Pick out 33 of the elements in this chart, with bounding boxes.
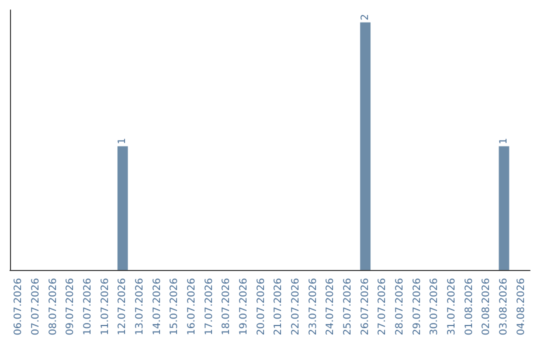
x-tick-label: 14.07.2026 xyxy=(152,278,163,336)
x-tick-label: 17.07.2026 xyxy=(204,278,215,336)
x-tick-label: 22.07.2026 xyxy=(290,278,302,336)
data-label: 1 xyxy=(117,138,128,144)
x-tick-label: 11.07.2026 xyxy=(100,278,111,336)
x-tick-label: 03.08.2026 xyxy=(498,278,510,336)
x-tick-label: 04.08.2026 xyxy=(516,278,527,336)
x-tick-label: 31.07.2026 xyxy=(446,278,458,336)
x-tick-label: 28.07.2026 xyxy=(394,278,406,336)
x-tick-label: 20.07.2026 xyxy=(256,278,267,336)
x-tick-label: 21.07.2026 xyxy=(273,278,284,336)
x-tick-label: 25.07.2026 xyxy=(342,278,354,336)
x-tick-label: 16.07.2026 xyxy=(186,278,198,336)
x-tick-label: 07.07.2026 xyxy=(30,278,42,336)
x-tick-label: 29.07.2026 xyxy=(412,278,423,336)
x-tick-label: 18.07.2026 xyxy=(221,278,232,336)
data-label: 2 xyxy=(360,14,371,20)
x-tick-label: 06.07.2026 xyxy=(13,278,24,336)
x-tick-label: 24.07.2026 xyxy=(325,278,336,336)
x-tick-label: 08.07.2026 xyxy=(48,278,59,336)
x-tick-label: 23.07.2026 xyxy=(308,278,319,336)
data-label: 1 xyxy=(498,138,510,144)
x-tick-label: 27.07.2026 xyxy=(377,278,388,336)
x-tick-label: 13.07.2026 xyxy=(134,278,146,336)
x-tick-label: 01.08.2026 xyxy=(464,278,475,336)
x-tick-label: 12.07.2026 xyxy=(117,278,128,336)
x-tick-label: 09.07.2026 xyxy=(65,278,76,336)
x-tick-label: 10.07.2026 xyxy=(82,278,94,336)
x-tick-label: 15.07.2026 xyxy=(169,278,180,336)
x-tick-label: 30.07.2026 xyxy=(429,278,440,336)
x-tick-label: 19.07.2026 xyxy=(238,278,250,336)
x-tick-label: 02.08.2026 xyxy=(481,278,492,336)
x-tick-label: 26.07.2026 xyxy=(360,278,371,336)
